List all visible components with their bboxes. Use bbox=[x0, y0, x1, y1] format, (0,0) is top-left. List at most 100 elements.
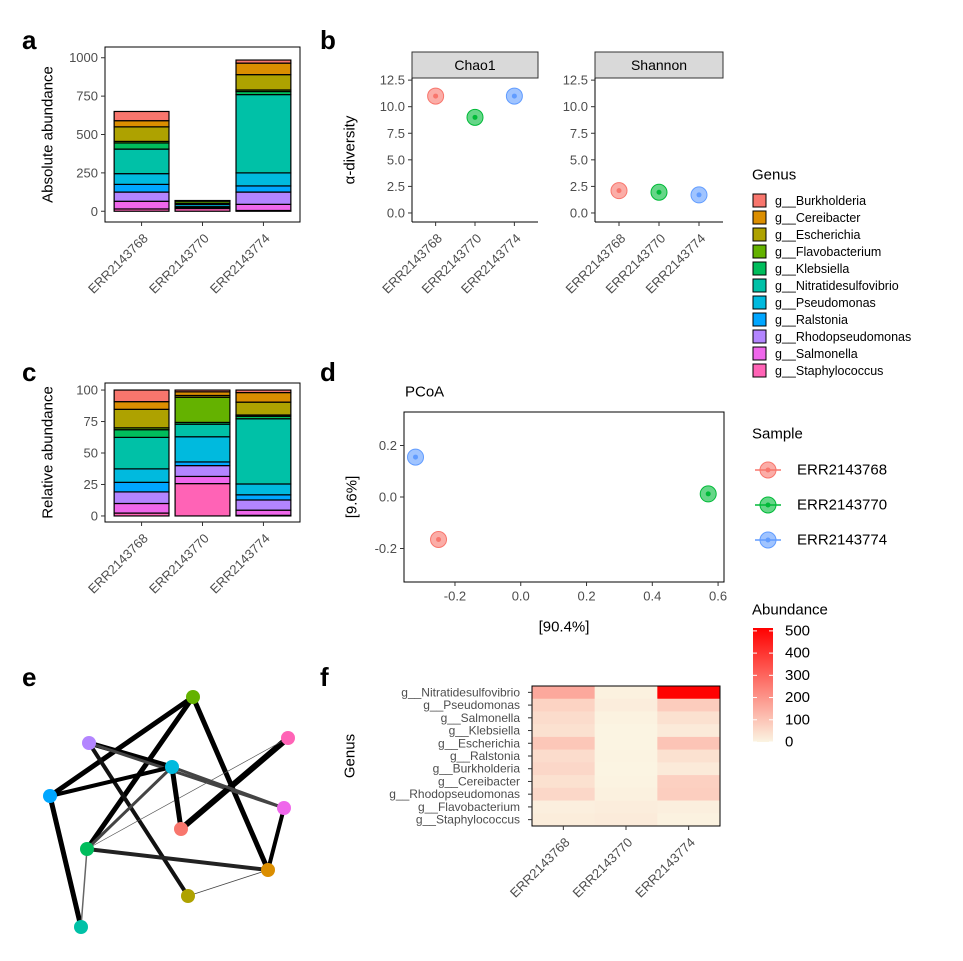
bar-segment bbox=[113, 200, 170, 210]
node bbox=[82, 736, 96, 750]
point-center bbox=[656, 189, 662, 195]
y-tick-label: 0 bbox=[91, 204, 98, 219]
heatmap-cell bbox=[532, 749, 595, 763]
colorbar-label: 300 bbox=[785, 667, 810, 684]
y-tick-label: 250 bbox=[76, 165, 98, 180]
legend-title: Abundance bbox=[752, 602, 828, 619]
heatmap-cell bbox=[532, 787, 595, 801]
bar-segment bbox=[113, 183, 170, 193]
y-tick-label: 12.5 bbox=[563, 73, 588, 88]
legend-title: Sample bbox=[752, 426, 803, 443]
bar-segment bbox=[235, 191, 292, 205]
heatmap-cell bbox=[594, 787, 658, 801]
heatmap-cell bbox=[657, 736, 721, 750]
edge bbox=[170, 765, 286, 810]
x-tick-label: 0.6 bbox=[709, 589, 727, 604]
bar-segment bbox=[235, 483, 292, 496]
y-tick-label: 500 bbox=[76, 127, 98, 142]
x-tick-label: 0.2 bbox=[577, 589, 595, 604]
node bbox=[261, 863, 275, 877]
heatmap-cell bbox=[657, 698, 721, 712]
y-tick-label: 0.0 bbox=[387, 205, 405, 220]
bar-segment bbox=[113, 408, 170, 429]
y-tick-label: 2.5 bbox=[387, 179, 405, 194]
bar-segment bbox=[113, 173, 170, 185]
node bbox=[174, 822, 188, 836]
bar-segment bbox=[235, 203, 292, 212]
edge bbox=[47, 694, 196, 799]
heatmap-cell bbox=[657, 787, 721, 801]
legend-key bbox=[752, 244, 767, 259]
bar-segment bbox=[174, 482, 231, 517]
colorbar-label: 500 bbox=[785, 622, 810, 639]
y-tick-label: 750 bbox=[76, 89, 98, 104]
legend-label: ERR2143768 bbox=[797, 462, 887, 479]
edge bbox=[169, 764, 184, 832]
legend-key bbox=[752, 227, 767, 242]
bar-segment bbox=[174, 475, 231, 485]
point-center bbox=[472, 114, 478, 120]
legend-key bbox=[752, 261, 767, 276]
heatmap-cell bbox=[532, 698, 595, 712]
legend-key bbox=[752, 346, 767, 361]
heatmap-cell bbox=[594, 724, 658, 738]
y-axis-title: Relative abundance bbox=[40, 386, 57, 519]
bar-segment bbox=[113, 481, 170, 493]
y-tick-label: 5.0 bbox=[570, 152, 588, 167]
strip bbox=[411, 51, 539, 79]
y-tick-label: 0.2 bbox=[379, 438, 397, 453]
legend-key bbox=[752, 312, 767, 327]
bar-segment bbox=[235, 185, 292, 193]
bar-segment bbox=[113, 142, 170, 150]
heatmap-cell bbox=[532, 736, 595, 750]
bar-segment bbox=[113, 401, 170, 410]
node bbox=[186, 690, 200, 704]
bar-segment bbox=[235, 494, 292, 501]
y-tick-label: 7.5 bbox=[387, 126, 405, 141]
node bbox=[181, 889, 195, 903]
node bbox=[43, 789, 57, 803]
legend-label: g__Pseudomonas bbox=[775, 296, 876, 310]
heatmap-cell bbox=[657, 813, 721, 827]
legend-label: g__Klebsiella bbox=[775, 262, 849, 276]
y-tick-label: g__Rhodopseudomonas bbox=[389, 787, 520, 801]
heatmap-cell bbox=[657, 800, 721, 814]
strip-label: Chao1 bbox=[454, 57, 495, 73]
bar-segment bbox=[235, 418, 292, 485]
bar-segment bbox=[113, 148, 170, 175]
bar-segment bbox=[235, 509, 292, 516]
legend-label: g__Burkholderia bbox=[775, 194, 866, 208]
bar-segment bbox=[174, 389, 231, 393]
colorbar-label: 200 bbox=[785, 689, 810, 706]
legend-key bbox=[752, 193, 767, 208]
y-tick-label: g__Klebsiella bbox=[449, 724, 521, 738]
y-tick-label: g__Flavobacterium bbox=[418, 800, 520, 814]
bar-segment bbox=[235, 499, 292, 511]
node bbox=[165, 760, 179, 774]
heatmap-cell bbox=[594, 775, 658, 789]
y-tick-label: 7.5 bbox=[570, 126, 588, 141]
heatmap-cell bbox=[657, 762, 721, 776]
edge bbox=[178, 735, 291, 832]
bar-segment bbox=[113, 389, 170, 403]
edge bbox=[80, 848, 88, 928]
bar-segment bbox=[235, 93, 292, 174]
heatmap-cell bbox=[532, 762, 595, 776]
heatmap-cell bbox=[594, 749, 658, 763]
y-tick-label: -0.2 bbox=[375, 541, 397, 556]
edge bbox=[48, 765, 174, 798]
heatmap-cell bbox=[594, 698, 658, 712]
bar-segment bbox=[174, 396, 231, 424]
x-axis-title: [90.4%] bbox=[539, 619, 590, 636]
bar-segment bbox=[113, 502, 170, 514]
heatmap-cell bbox=[532, 711, 595, 725]
bar-segment bbox=[235, 391, 292, 403]
legend-label: g__Escherichia bbox=[775, 228, 861, 242]
bar-segment bbox=[235, 59, 292, 64]
strip bbox=[594, 51, 724, 79]
colorbar-label: 0 bbox=[785, 734, 793, 751]
y-tick-label: g__Salmonella bbox=[441, 711, 521, 725]
strip-label: Shannon bbox=[631, 57, 687, 73]
y-tick-label: g__Pseudomonas bbox=[423, 698, 520, 712]
